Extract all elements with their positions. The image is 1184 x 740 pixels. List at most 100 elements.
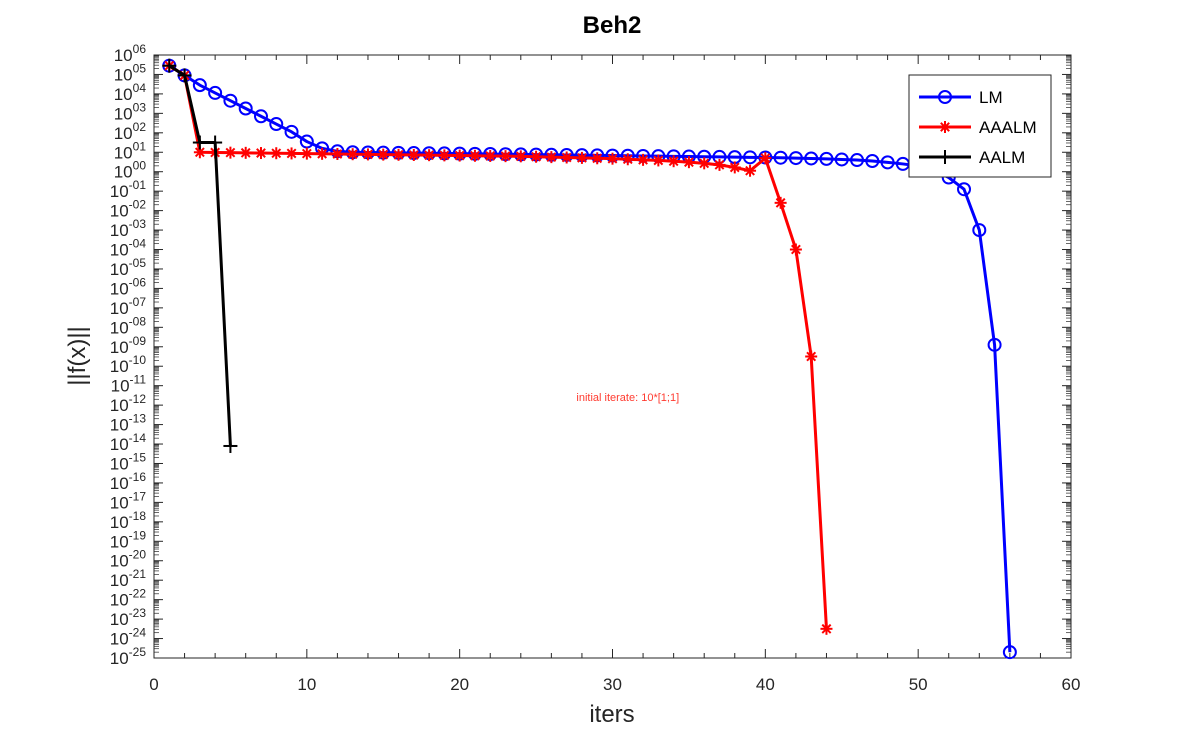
data-point-aalm [192,135,207,150]
legend-label-aalm: AALM [979,148,1025,167]
data-point-lm [253,109,268,124]
marker-stroke [378,149,389,160]
data-point-aaalm [407,148,420,161]
data-point-aaalm [713,158,726,171]
data-point-aalm [162,58,177,73]
marker-stroke [240,147,251,158]
data-point-lm [987,337,1002,352]
marker-stroke [393,149,404,160]
y-tick-label: 10-16 [110,470,147,493]
y-tick-label: 1004 [114,81,147,104]
data-point-aaalm [239,146,252,159]
chart-title: Beh2 [583,12,642,39]
data-point-aaalm [392,148,405,161]
marker-stroke [638,154,648,165]
data-point-aaalm [667,155,680,168]
data-point-aaalm [805,350,818,363]
data-point-aalm [223,438,238,453]
marker-stroke [515,151,526,162]
data-point-aaalm [682,156,695,169]
data-point-aaalm [346,148,359,161]
data-point-aaalm [254,147,267,160]
data-point-aaalm [789,243,802,256]
data-point-aaalm [331,148,344,161]
data-point-lm [1002,645,1017,660]
y-tick-label: 10-17 [110,489,147,512]
legend-marker-lm [938,90,952,104]
y-tick-label: 10-23 [110,606,147,629]
data-point-aaalm [285,147,298,160]
y-tick-label: 1000 [114,159,147,182]
marker-stroke [286,148,297,159]
y-tick-label: 10-02 [110,198,147,221]
legend-marker-aaalm [939,121,951,133]
y-tick-label: 10-08 [110,314,147,337]
marker-stroke [256,148,266,158]
legend-label-aaalm: AAALM [979,118,1037,137]
y-tick-label: 10-22 [110,587,147,610]
y-tick-label: 1003 [114,100,147,123]
y-tick-label: 10-10 [110,353,147,376]
data-point-aaalm [759,152,772,165]
y-tick-label: 10-01 [110,178,147,201]
marker-stroke [622,154,633,165]
y-tick-label: 10-25 [110,645,147,668]
marker-stroke [194,147,205,158]
marker-stroke [347,149,358,160]
data-point-lm [957,182,972,197]
data-point-aaalm [438,149,451,162]
x-tick-label: 40 [756,675,775,694]
data-point-lm [773,150,788,165]
marker-stroke [684,157,694,168]
legend-item-aaalm: AAALM [919,118,1037,137]
series-aaalm [163,59,833,635]
marker-stroke [561,152,572,163]
data-point-aalm [208,135,223,150]
data-point-aalm [177,68,192,83]
y-tick-label: 10-11 [111,373,147,396]
data-point-aaalm [453,149,466,162]
data-point-aaalm [468,149,481,162]
data-point-lm [850,153,865,168]
marker-stroke [485,151,496,161]
marker-stroke [301,148,312,159]
marker-stroke [760,153,771,164]
data-point-aaalm [698,157,711,170]
marker-stroke [775,197,786,208]
data-point-aaalm [316,147,329,160]
marker-stroke [317,148,328,159]
marker-stroke [454,150,465,161]
marker-stroke [439,150,450,161]
x-tick-label: 30 [603,675,622,694]
data-point-aaalm [744,164,757,177]
y-tick-label: 10-04 [110,237,147,260]
y-tick-label: 10-21 [110,567,147,590]
data-point-aaalm [575,151,588,164]
series-aalm [162,58,238,453]
data-point-lm [743,150,758,165]
marker-stroke [714,159,725,170]
marker-stroke [790,244,801,255]
data-point-lm [804,151,819,166]
data-point-aaalm [514,150,527,163]
y-tick-label: 10-05 [110,256,147,279]
data-point-aaalm [224,146,237,159]
x-tick-label: 60 [1062,675,1081,694]
data-point-aaalm [652,154,665,167]
data-point-aaalm [530,150,543,163]
y-tick-label: 10-24 [110,626,147,649]
data-point-aaalm [820,622,833,635]
data-point-aaalm [637,153,650,166]
x-axis-label: iters [589,701,634,728]
marker-stroke [546,152,557,163]
y-tick-label: 10-13 [110,412,147,435]
y-tick-label: 10-09 [110,334,147,357]
data-point-lm [223,93,238,108]
marker-stroke [821,623,832,634]
x-tick-label: 50 [909,675,928,694]
data-point-lm [972,223,987,238]
marker-stroke [592,153,603,164]
marker-stroke [653,155,664,166]
